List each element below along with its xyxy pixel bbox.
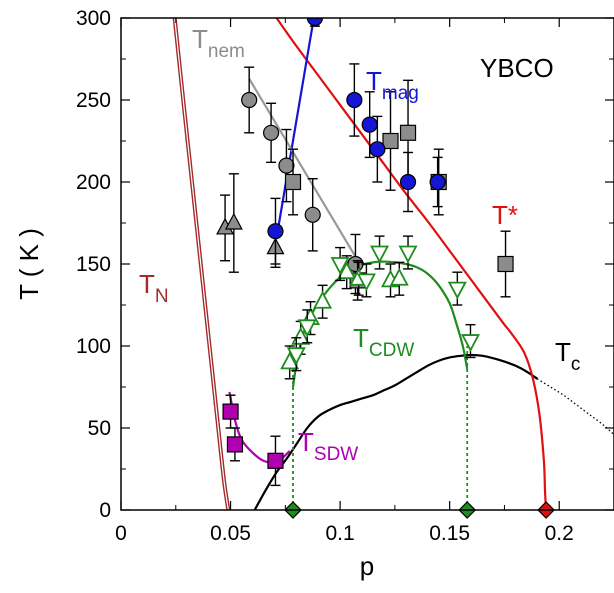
y-tick-label: 300 xyxy=(76,7,111,30)
x-tick-label: 0.2 xyxy=(545,522,574,545)
y-tick-label: 50 xyxy=(88,417,111,440)
data-point xyxy=(226,436,244,453)
x-tick-labels: 0 0.05 0.1 0.15 0.2 xyxy=(115,522,574,545)
curve-tstar xyxy=(275,18,548,510)
data-point xyxy=(398,245,418,264)
data-point xyxy=(297,319,317,338)
data-point xyxy=(286,347,306,366)
annotation-tstar: T* xyxy=(492,200,518,230)
axis-ticks xyxy=(120,17,614,511)
data-point xyxy=(399,173,417,191)
data-point xyxy=(460,334,480,352)
curve-tmag xyxy=(276,18,315,232)
curve-tn-inner xyxy=(174,18,229,510)
annotation-tmag: Tmag xyxy=(366,66,419,104)
data-point xyxy=(497,255,514,273)
data-point xyxy=(382,132,399,150)
annotation-tcdw: TCDW xyxy=(353,323,414,361)
data-point xyxy=(370,245,390,264)
data-point xyxy=(241,91,258,109)
data-point xyxy=(280,351,300,370)
data-point xyxy=(278,157,295,174)
y-tick-label: 0 xyxy=(99,499,111,522)
data-point xyxy=(447,281,467,300)
data-point xyxy=(356,273,376,292)
annotation-tc: Tc xyxy=(555,337,580,375)
data-point xyxy=(284,173,302,191)
x-axis-title: p xyxy=(360,551,374,581)
data-point xyxy=(267,223,284,240)
data-point xyxy=(346,91,363,109)
data-point xyxy=(267,452,284,469)
curve-annotations: Tnem Tmag T* TN TCDW Tc TSDW xyxy=(139,24,580,465)
annotation-tnem: Tnem xyxy=(192,24,245,62)
y-tick-label: 150 xyxy=(76,253,111,276)
y-tick-label: 100 xyxy=(76,335,111,358)
curve-tc-ext xyxy=(536,378,614,436)
data-point xyxy=(304,206,321,223)
plot-data-layer xyxy=(172,18,614,510)
data-point xyxy=(399,124,417,141)
data-point xyxy=(313,290,333,309)
data-point xyxy=(337,261,357,280)
data-point xyxy=(222,403,239,420)
data-point xyxy=(224,212,243,230)
curve-tnem xyxy=(248,78,361,265)
y-axis-title: T ( K ) xyxy=(14,228,44,300)
annotation-tsdw: TSDW xyxy=(298,427,358,465)
x-tick-label: 0.15 xyxy=(429,522,470,545)
annotation-tn: TN xyxy=(139,269,169,307)
curve-tc xyxy=(253,353,538,510)
x-tick-label: 0.1 xyxy=(326,522,355,545)
data-point xyxy=(330,257,350,275)
y-tick-labels: 0 50 100 150 200 250 300 xyxy=(76,7,111,522)
y-tick-label: 200 xyxy=(76,171,111,194)
data-point xyxy=(361,116,378,133)
data-point xyxy=(389,267,409,286)
data-point xyxy=(369,141,386,158)
x-tick-label: 0.05 xyxy=(210,522,251,545)
data-point xyxy=(429,173,446,191)
material-label: YBCO xyxy=(480,53,554,83)
y-tick-label: 250 xyxy=(76,89,111,112)
data-point xyxy=(262,124,280,141)
data-point xyxy=(306,18,324,27)
x-tick-label: 0 xyxy=(115,522,127,545)
